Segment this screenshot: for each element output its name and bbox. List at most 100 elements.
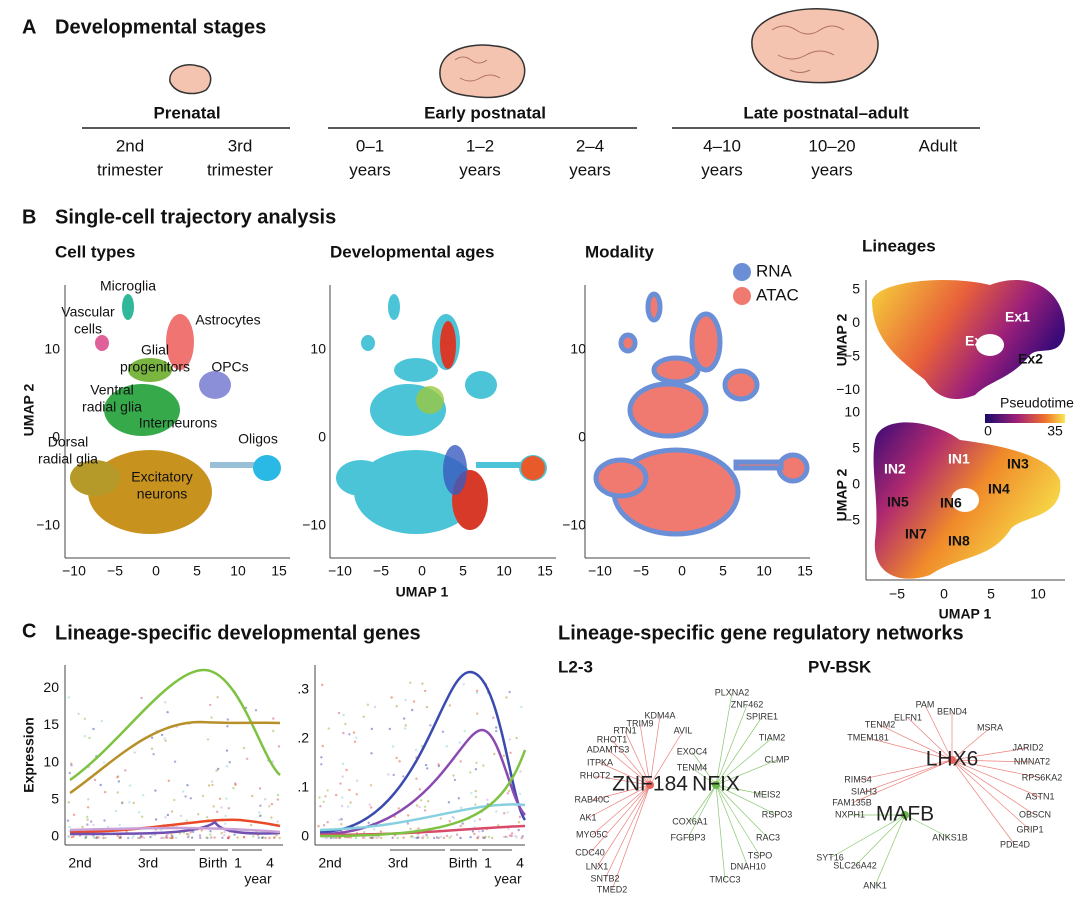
scatter-dot	[441, 730, 445, 733]
scatter-dot	[429, 724, 432, 727]
scatter-dot	[505, 696, 508, 699]
x-tick-label: −5	[373, 563, 389, 579]
lineage-label: Ex3	[965, 333, 990, 349]
scatter-dot	[227, 807, 230, 810]
gene-label: OBSCN	[1019, 809, 1051, 819]
scatter-dot	[475, 689, 479, 693]
scatter-dot	[270, 802, 274, 806]
cell-type-label: Excitatory	[131, 469, 192, 485]
scatter-dot	[116, 776, 119, 779]
plot-title: Lineages	[862, 236, 936, 255]
scatter-dot	[320, 756, 323, 759]
y-tick-label: 0	[51, 828, 59, 844]
scatter-dot	[506, 792, 509, 795]
lineage-label: IN6	[940, 495, 962, 511]
scatter-dot	[326, 821, 329, 824]
lineage-ex-umap	[872, 280, 1065, 400]
scatter-dot	[340, 818, 343, 821]
scatter-dot	[68, 825, 71, 829]
scatter-dot	[344, 722, 347, 726]
scatter-dot	[367, 821, 370, 824]
gene-label: TMED2	[597, 884, 628, 894]
scatter-dot	[163, 737, 166, 740]
scatter-dot	[507, 827, 510, 831]
scatter-dot	[138, 836, 142, 839]
scatter-dot	[162, 836, 165, 840]
scatter-dot	[89, 820, 93, 823]
scatter-dot	[132, 801, 135, 805]
gene-label: CDC40	[575, 847, 605, 857]
scatter-dot	[427, 800, 430, 803]
scatter-dot	[424, 805, 427, 808]
scatter-dot	[404, 727, 407, 730]
scatter-dot	[270, 816, 273, 819]
scatter-dot	[363, 831, 366, 834]
scatter-dot	[473, 819, 476, 823]
scatter-dot	[216, 810, 219, 813]
scatter-dot	[116, 791, 120, 794]
scatter-dot	[460, 806, 463, 809]
network-edge	[691, 751, 717, 786]
x-unit: year	[494, 871, 522, 887]
y-tick-label: −10	[36, 517, 60, 533]
cell-type-label: Dorsal	[48, 434, 88, 450]
scatter-dot	[507, 789, 511, 793]
scatter-dot	[478, 830, 481, 833]
scatter-dot	[83, 735, 86, 738]
scatter-dot	[402, 775, 405, 778]
x-tick-label: 4	[516, 855, 524, 871]
scatter-dot	[326, 789, 329, 792]
network-edge	[715, 692, 733, 786]
scatter-dot	[213, 836, 216, 839]
scatter-dot	[191, 830, 195, 833]
umap-axes	[64, 280, 1065, 581]
y-tick-label: −10	[836, 381, 860, 397]
axis-label: UMAP 2	[21, 383, 37, 436]
scatter-dot	[341, 796, 344, 799]
scatter-dot	[451, 815, 454, 819]
hub-label: ZNF184	[612, 773, 688, 796]
scatter-dot	[179, 814, 183, 818]
network-edge	[863, 759, 953, 793]
scatter-dot	[410, 835, 413, 838]
scatter-dot	[390, 696, 393, 699]
plot-title: Modality	[585, 242, 654, 261]
scatter-dot	[419, 799, 423, 802]
colorbar	[985, 414, 1065, 423]
gene-label: GRIP1	[1016, 824, 1043, 834]
gene-label: RTN1	[613, 725, 636, 735]
scatter-dot	[221, 836, 224, 839]
axis-label: UMAP 2	[834, 468, 850, 521]
network-edge	[951, 759, 1033, 763]
scatter-dot	[209, 833, 212, 836]
network-edge	[951, 747, 1029, 761]
gene-label: TMEM181	[847, 732, 889, 742]
colorbar-title: Pseudotime	[1000, 395, 1074, 411]
scatter-dot	[124, 769, 127, 772]
scatter-dot	[388, 727, 391, 731]
scatter-dot	[246, 757, 249, 760]
scatter-dot	[448, 704, 452, 707]
scatter-dot	[166, 813, 170, 817]
scatter-dot	[185, 819, 188, 822]
scatter-dot	[423, 809, 427, 812]
network-edge	[589, 784, 651, 854]
scatter-dot	[453, 778, 457, 782]
scatter-dot	[207, 784, 211, 787]
x-tick-label: 2nd	[68, 855, 91, 871]
scatter-dot	[276, 793, 280, 797]
scatter-dot	[442, 836, 446, 840]
network-edge	[857, 759, 953, 781]
scatter-dot	[212, 805, 215, 808]
scatter-dot	[97, 836, 100, 839]
gene-label: FAM135B	[832, 797, 872, 807]
scatter-dot	[421, 682, 424, 685]
scatter-dot	[92, 727, 95, 731]
scatter-dot	[476, 712, 479, 715]
scatter-dot	[102, 761, 106, 764]
axis-label: UMAP 2	[834, 313, 850, 366]
gene-label: PDE4D	[1000, 839, 1031, 849]
gene-label: SNTB2	[590, 873, 619, 883]
y-tick-label: 10	[43, 753, 59, 769]
scatter-dot	[244, 706, 248, 709]
